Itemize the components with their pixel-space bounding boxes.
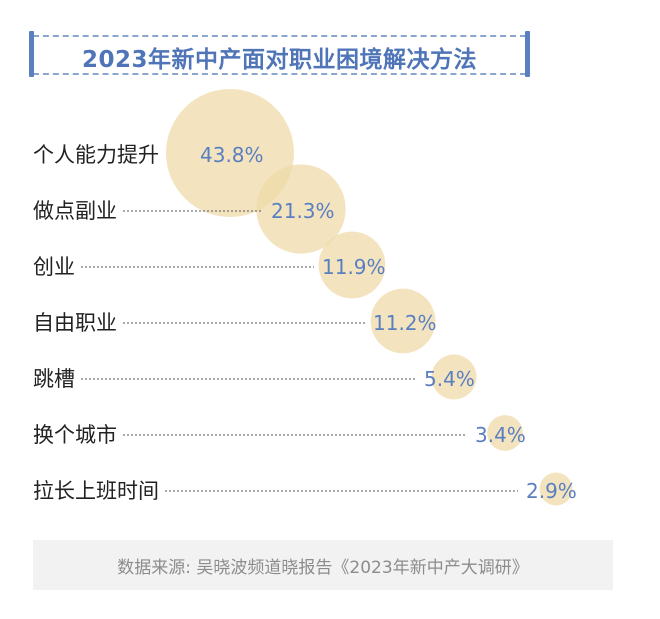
bubble (370, 288, 436, 354)
category-label: 换个城市 (33, 423, 117, 447)
title-frame: 2023年新中产面对职业困境解决方法 (29, 31, 530, 77)
value-label: 11.2% (373, 311, 437, 335)
category-label: 拉长上班时间 (33, 479, 159, 503)
source-footer: 数据来源: 吴晓波频道晓报告《2023年新中产大调研》 (33, 540, 613, 590)
title-bar-left (29, 31, 34, 77)
value-label: 2.9% (526, 479, 577, 503)
bubble (318, 231, 386, 299)
bubble (487, 415, 523, 451)
value-label: 5.4% (424, 367, 475, 391)
bubble (539, 472, 573, 506)
category-label: 跳槽 (33, 367, 75, 391)
chart-title: 2023年新中产面对职业困境解决方法 (81, 47, 477, 73)
bubble-chart: 个人能力提升 43.8% 做点副业 21.3% 创业 11.9% 自由职业 11.2% 跳槽 5.… (33, 89, 577, 506)
title-bar-right (525, 31, 530, 77)
value-label: 3.4% (475, 423, 526, 447)
category-label: 自由职业 (33, 311, 117, 335)
category-label: 创业 (33, 255, 75, 279)
category-label: 做点副业 (33, 199, 117, 223)
bubble (256, 164, 346, 254)
labels: 个人能力提升 43.8% 做点副业 21.3% 创业 11.9% 自由职业 11.2% 跳槽 5.… (33, 143, 577, 503)
bubble (431, 354, 477, 400)
value-label: 11.9% (322, 255, 386, 279)
category-label: 个人能力提升 (33, 143, 159, 167)
bubble (166, 89, 294, 217)
source-text: 数据来源: 吴晓波频道晓报告《2023年新中产大调研》 (117, 558, 529, 578)
value-label: 21.3% (271, 199, 335, 223)
value-label: 43.8% (200, 143, 264, 167)
bubbles (166, 89, 573, 506)
